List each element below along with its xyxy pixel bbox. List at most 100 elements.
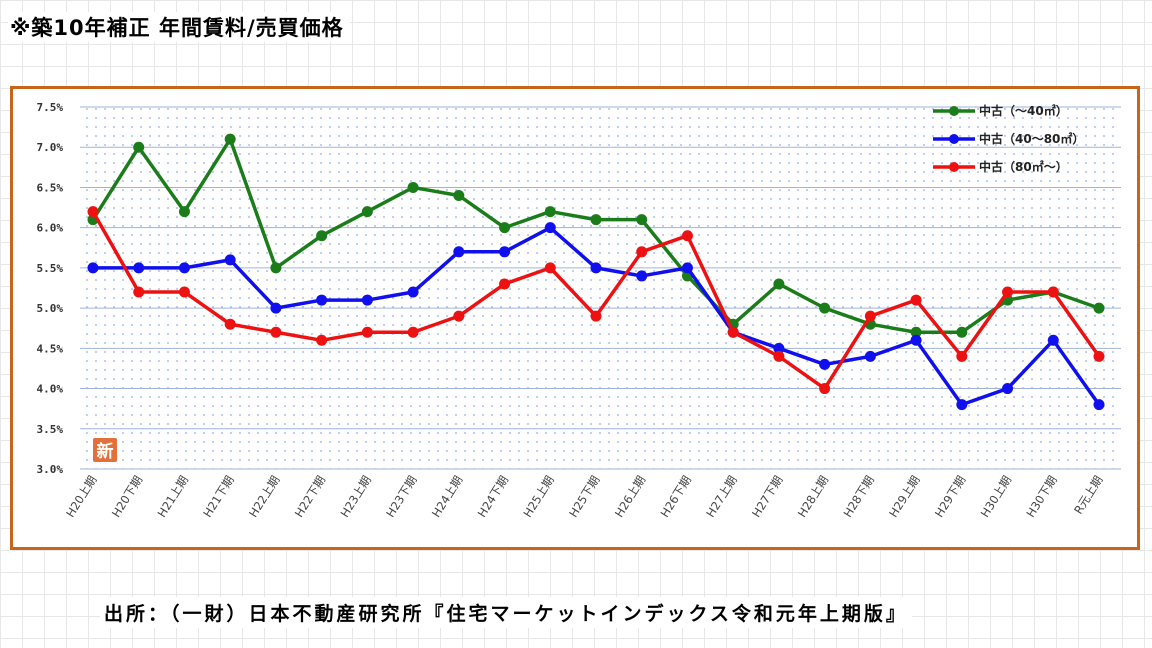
data-point — [133, 262, 145, 274]
data-point — [636, 270, 648, 282]
data-point — [773, 342, 785, 354]
series-3 — [87, 206, 1105, 395]
legend-item: 中古（～40㎡） — [933, 103, 1068, 118]
data-point — [361, 206, 373, 218]
x-tick-label: H26下期 — [658, 473, 694, 520]
data-point — [224, 254, 236, 266]
x-tick-label: H20下期 — [109, 473, 145, 520]
data-point — [910, 294, 922, 306]
chart-frame: 7.5% 7.0% 6.5% 6.0% 5.5% 5.0% 4.5% 4.0% 3.5% 3.0%… — [10, 86, 1140, 550]
legend: 中古（～40㎡） 中古（40～80㎡） 中古（80㎡～） — [933, 103, 1084, 174]
data-point — [819, 302, 831, 314]
data-point — [910, 326, 922, 338]
data-point — [453, 310, 465, 322]
data-point — [773, 350, 785, 362]
data-point — [636, 214, 648, 226]
data-point — [133, 141, 145, 153]
data-point — [87, 206, 99, 218]
x-tick-label: H21上期 — [155, 473, 191, 520]
line-chart: 7.5% 7.0% 6.5% 6.0% 5.5% 5.0% 4.5% 4.0% 3.5% 3.0%… — [37, 101, 1121, 520]
legend-item: 中古（40～80㎡） — [933, 131, 1084, 146]
data-point — [361, 294, 373, 306]
data-point — [270, 262, 282, 274]
y-axis-ticks: 7.5% 7.0% 6.5% 6.0% 5.5% 5.0% 4.5% 4.0% 3.5% 3.0% — [37, 101, 64, 476]
data-point — [453, 189, 465, 201]
x-tick-label: H27下期 — [749, 473, 785, 520]
data-point — [499, 278, 511, 290]
legend-label: 中古（40～80㎡） — [979, 131, 1084, 146]
x-axis-ticks: H20上期 H20下期 H21上期 H21下期 H22上期 H22下期 H23上期 H23下期… — [63, 473, 1105, 520]
y-tick-label: 7.0% — [37, 141, 64, 154]
x-tick-label: H29上期 — [886, 473, 922, 520]
x-tick-label: H25上期 — [520, 473, 556, 520]
y-tick-label: 3.0% — [37, 463, 64, 476]
data-point — [133, 286, 145, 298]
x-tick-label: H23下期 — [383, 473, 419, 520]
data-point — [1093, 302, 1105, 314]
data-point — [499, 222, 511, 234]
data-point — [224, 318, 236, 330]
data-point — [864, 350, 876, 362]
data-point — [1002, 383, 1014, 395]
data-point — [590, 262, 602, 274]
data-point — [316, 334, 328, 346]
new-badge-box — [93, 438, 117, 462]
y-tick-label: 5.0% — [37, 302, 64, 315]
x-tick-label: H30下期 — [1023, 473, 1059, 520]
data-point — [910, 334, 922, 346]
data-point — [681, 262, 693, 274]
gridlines — [80, 106, 1121, 470]
data-point — [590, 214, 602, 226]
data-point — [590, 310, 602, 322]
data-point — [773, 278, 785, 290]
x-tick-label: H29下期 — [932, 473, 968, 520]
plot-area — [80, 107, 1121, 469]
data-point — [270, 326, 282, 338]
data-point — [453, 246, 465, 258]
data-point — [681, 230, 693, 242]
data-point — [956, 399, 968, 411]
legend-swatch-marker — [949, 134, 959, 144]
x-tick-label: H20上期 — [63, 473, 99, 520]
data-point — [1093, 399, 1105, 411]
legend-item: 中古（80㎡～） — [933, 159, 1068, 174]
legend-swatch-marker — [949, 162, 959, 172]
data-point — [407, 286, 419, 298]
y-tick-label: 4.5% — [37, 342, 64, 355]
new-badge: 新 — [93, 438, 117, 462]
source-note: 出所：（一財）日本不動産研究所『住宅マーケットインデックス令和元年上期版』 — [100, 597, 912, 628]
x-tick-label: H23上期 — [338, 473, 374, 520]
x-tick-label: H24上期 — [429, 473, 465, 520]
x-tick-label: H26上期 — [612, 473, 648, 520]
y-tick-label: 6.5% — [37, 181, 64, 194]
data-point — [819, 358, 831, 370]
data-point — [178, 286, 190, 298]
data-point — [224, 133, 236, 145]
data-point — [1093, 350, 1105, 362]
new-badge-text: 新 — [97, 441, 114, 462]
data-point — [544, 262, 556, 274]
data-point — [1047, 286, 1059, 298]
data-point — [864, 310, 876, 322]
data-point — [361, 326, 373, 338]
x-tick-label: R元上期 — [1071, 473, 1105, 516]
y-tick-label: 7.5% — [37, 101, 64, 114]
data-point — [544, 222, 556, 234]
data-point — [316, 230, 328, 242]
y-tick-label: 6.0% — [37, 222, 64, 235]
x-tick-label: H22上期 — [246, 473, 282, 520]
page-title: ※築10年補正 年間賃料/売買価格 — [8, 12, 350, 42]
data-point — [956, 350, 968, 362]
data-point — [544, 206, 556, 218]
series-2 — [87, 222, 1105, 411]
y-tick-label: 5.5% — [37, 262, 64, 275]
series-lines — [87, 133, 1105, 411]
data-point — [1047, 334, 1059, 346]
data-point — [178, 262, 190, 274]
data-point — [87, 262, 99, 274]
legend-label: 中古（～40㎡） — [979, 103, 1068, 118]
data-point — [316, 294, 328, 306]
x-tick-label: H22下期 — [292, 473, 328, 520]
data-point — [499, 246, 511, 258]
x-tick-label: H28下期 — [841, 473, 877, 520]
